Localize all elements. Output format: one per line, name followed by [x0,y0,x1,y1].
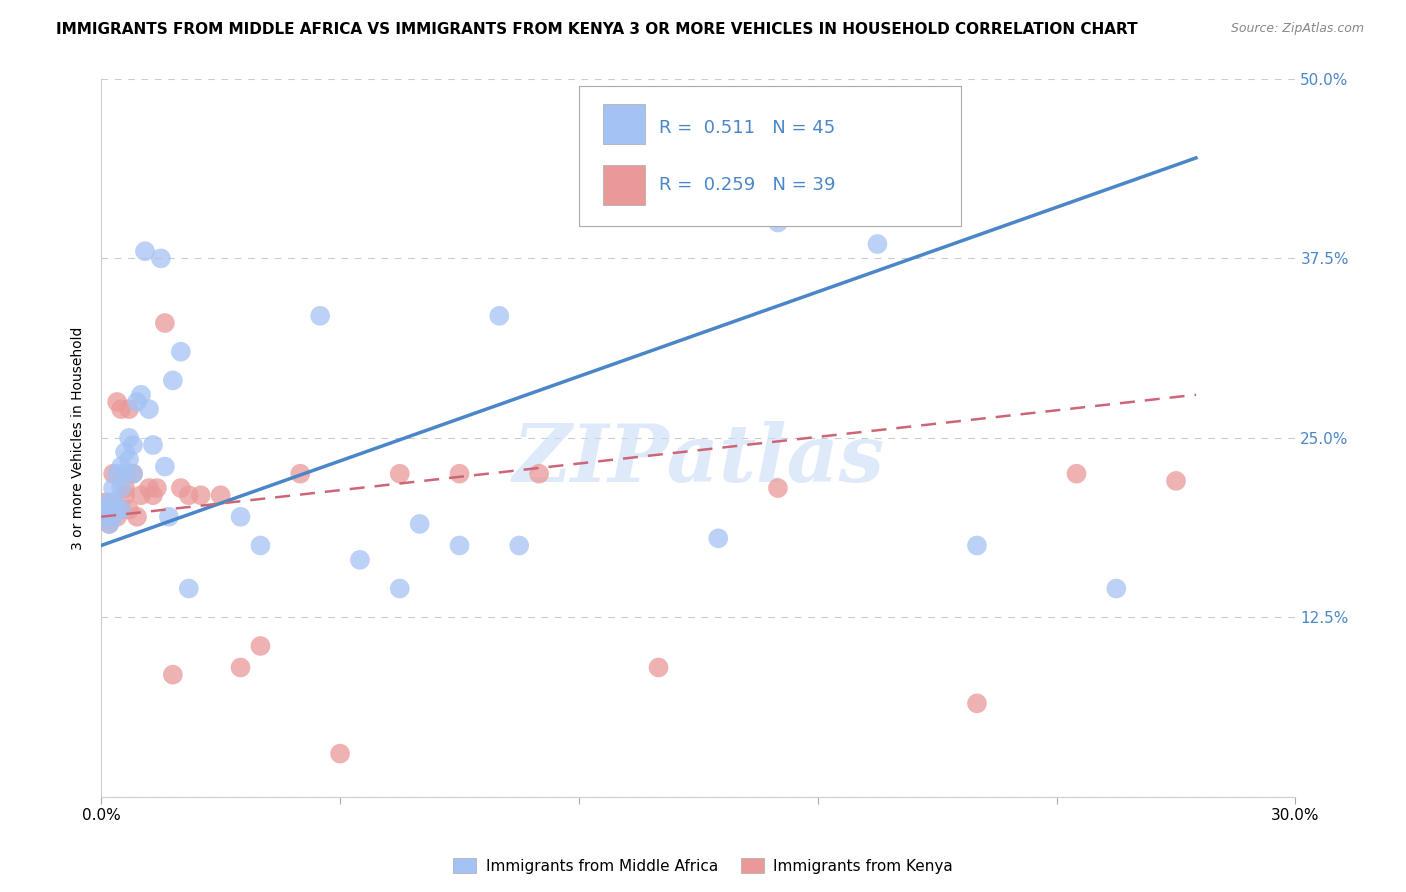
Point [129,388,152,402]
Point [488,309,510,323]
Point [153,316,176,330]
Point [527,467,550,481]
Point [329,747,352,761]
Point [647,660,669,674]
Point [707,531,730,545]
Point [138,402,160,417]
Point [229,660,252,674]
Point [209,488,232,502]
Point [866,136,889,151]
Point [105,395,128,409]
Point [98,495,121,509]
Point [101,495,124,509]
Point [118,452,141,467]
Point [125,395,148,409]
Point [114,488,136,502]
Point [766,481,789,495]
Point [388,467,411,481]
Point [122,438,145,452]
Point [110,402,132,417]
Point [98,502,121,516]
Point [170,481,193,495]
Text: R =  0.259   N = 39: R = 0.259 N = 39 [659,177,835,194]
Point [94,502,117,516]
Point [388,582,411,596]
Point [129,488,152,502]
Point [249,639,271,653]
Point [177,582,200,596]
Point [1066,467,1088,481]
Point [110,481,132,495]
Point [966,697,988,711]
Point [101,495,124,509]
Point [866,237,889,252]
Point [146,481,169,495]
Point [94,509,117,524]
Point [408,516,430,531]
Point [153,459,176,474]
Point [508,539,530,553]
Point [249,539,271,553]
Bar [603,104,644,144]
Point [114,467,136,481]
Point [138,481,160,495]
Point [118,431,141,445]
Y-axis label: 3 or more Vehicles in Household: 3 or more Vehicles in Household [72,326,86,549]
Point [134,244,156,259]
Point [114,481,136,495]
Legend: Immigrants from Middle Africa, Immigrants from Kenya: Immigrants from Middle Africa, Immigrant… [447,852,959,880]
Point [105,509,128,524]
Point [118,402,141,417]
Point [290,467,312,481]
Text: ZIPatlas: ZIPatlas [512,421,884,498]
Point [309,309,332,323]
Bar [603,165,644,204]
Point [1105,582,1128,596]
Point [94,509,117,524]
Point [94,495,117,509]
Point [190,488,212,502]
Point [149,252,172,266]
Point [157,509,180,524]
Point [162,373,184,387]
Point [105,502,128,516]
Text: IMMIGRANTS FROM MIDDLE AFRICA VS IMMIGRANTS FROM KENYA 3 OR MORE VEHICLES IN HOU: IMMIGRANTS FROM MIDDLE AFRICA VS IMMIGRA… [56,22,1137,37]
Point [607,179,630,194]
Point [125,509,148,524]
Point [122,467,145,481]
Point [349,553,371,567]
Point [122,467,145,481]
Point [101,481,124,495]
Point [449,467,471,481]
Point [110,459,132,474]
Point [101,509,124,524]
Point [110,502,132,516]
Point [118,502,141,516]
Text: R =  0.511   N = 45: R = 0.511 N = 45 [659,119,835,136]
Point [449,539,471,553]
Point [177,488,200,502]
FancyBboxPatch shape [579,87,962,226]
Point [766,215,789,229]
Point [142,438,165,452]
Point [114,445,136,459]
Point [110,502,132,516]
Point [1164,474,1187,488]
Point [98,516,121,531]
Text: Source: ZipAtlas.com: Source: ZipAtlas.com [1230,22,1364,36]
Point [966,539,988,553]
Point [105,467,128,481]
Point [229,509,252,524]
Point [98,516,121,531]
Point [101,467,124,481]
Point [142,488,165,502]
Point [162,667,184,681]
Point [170,344,193,359]
Point [98,502,121,516]
